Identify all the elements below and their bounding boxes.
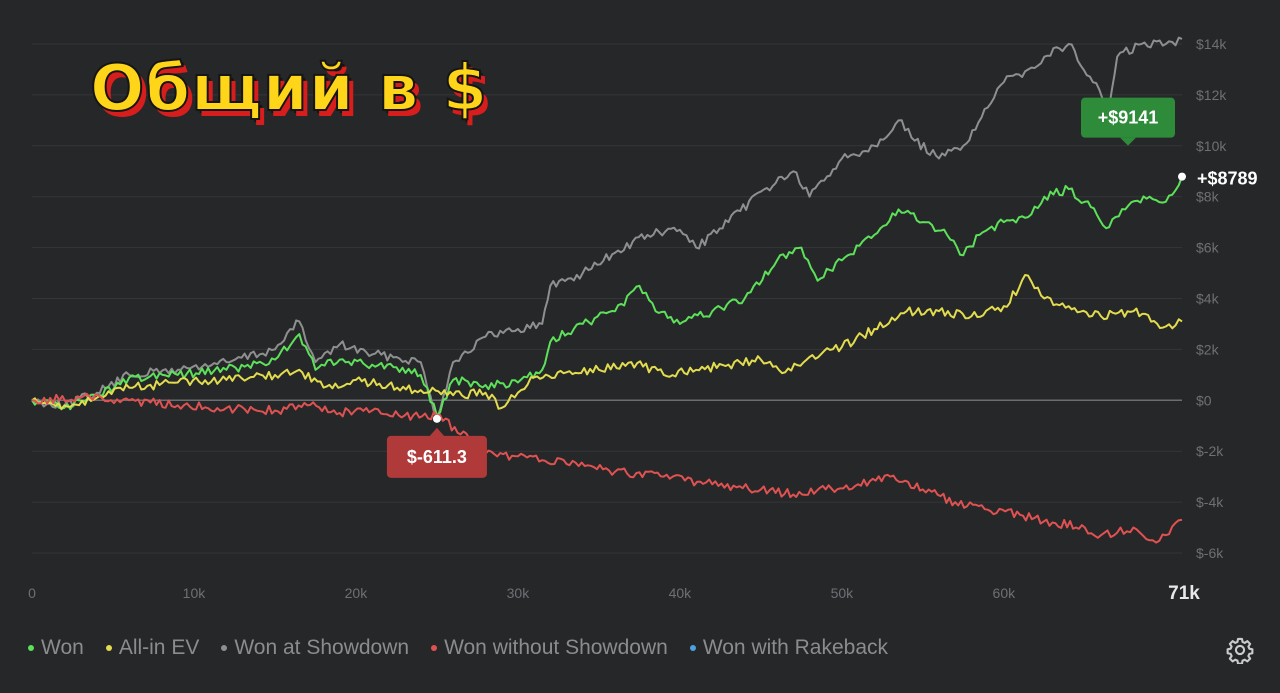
series-line-won-at-showdown xyxy=(31,36,1183,420)
callout-box xyxy=(386,435,487,478)
x-tick-label: 60k xyxy=(993,585,1017,601)
legend-dot-icon xyxy=(221,645,228,651)
legend-dot-icon xyxy=(689,645,696,651)
grid-lines xyxy=(32,43,1182,554)
y-tick-label: $2k xyxy=(1196,341,1220,357)
end-value-label: +$8789 xyxy=(1197,169,1258,189)
y-tick-label: $-6k xyxy=(1196,545,1224,561)
legend-item-won-at-showdown[interactable]: Won at Showdown xyxy=(221,636,409,660)
min-point-marker xyxy=(432,414,441,423)
y-tick-label: $14k xyxy=(1196,36,1227,52)
x-tick-label: 10k xyxy=(183,585,207,601)
callout-min-label: $-611.3 xyxy=(407,447,467,467)
y-tick-label: $-4k xyxy=(1196,494,1224,510)
legend-dot-icon xyxy=(105,645,112,651)
legend-item-won-with-rakeback[interactable]: Won with Rakeback xyxy=(689,636,889,660)
legend-item-won-without-showdown[interactable]: Won without Showdown xyxy=(431,636,668,660)
x-tick-label: 30k xyxy=(507,585,531,601)
x-tick-label: 40k xyxy=(669,585,693,601)
callout-max-label: +$9141 xyxy=(1098,108,1159,128)
legend-label: Won xyxy=(41,636,84,659)
overlay-title: Общий в $ xyxy=(89,51,489,127)
legend-label: Won at Showdown xyxy=(234,636,410,659)
y-tick-label: $6k xyxy=(1196,240,1220,256)
series-line-won-without-showdown xyxy=(31,392,1183,544)
y-axis-ticks: $14k $12k $10k $8k $6k $4k $2k $0 $-2k $-4k $-6k xyxy=(1196,36,1227,561)
callout-pointer xyxy=(428,427,445,437)
legend-label: All-in EV xyxy=(118,636,200,659)
y-tick-label: $0 xyxy=(1196,392,1212,408)
callout-pointer xyxy=(1120,137,1136,146)
x-tick-label: 20k xyxy=(345,585,369,601)
legend-dot-icon xyxy=(431,645,438,651)
series-line-all-in-ev xyxy=(31,274,1183,410)
x-tick-label: 71k xyxy=(1168,583,1200,604)
legend-dot-icon xyxy=(28,645,34,651)
y-tick-label: $10k xyxy=(1196,138,1227,154)
series-line-won xyxy=(31,176,1183,417)
x-axis-ticks: 0 10k 20k 30k 40k 50k 60k 71k xyxy=(28,583,1200,604)
x-tick-label: 0 xyxy=(28,585,36,601)
gear-icon[interactable] xyxy=(1226,636,1254,664)
y-tick-label: $12k xyxy=(1196,87,1227,103)
y-tick-label: $8k xyxy=(1196,189,1220,205)
chart-legend: Won All-in EV Won at Showdown Won withou… xyxy=(28,636,888,660)
y-tick-label: $-2k xyxy=(1196,443,1224,459)
legend-label: Won with Rakeback xyxy=(702,636,889,659)
y-tick-label: $4k xyxy=(1196,291,1220,307)
legend-item-all-in-ev[interactable]: All-in EV xyxy=(105,636,200,660)
series-lines xyxy=(31,36,1183,544)
x-tick-label: 50k xyxy=(831,585,855,601)
callout-box xyxy=(1081,97,1175,138)
end-point-marker xyxy=(1178,172,1186,181)
annotations: +$9141 +$8789 $-611.3 xyxy=(386,97,1258,478)
legend-item-won[interactable]: Won xyxy=(28,636,84,660)
legend-label: Won without Showdown xyxy=(444,636,668,659)
